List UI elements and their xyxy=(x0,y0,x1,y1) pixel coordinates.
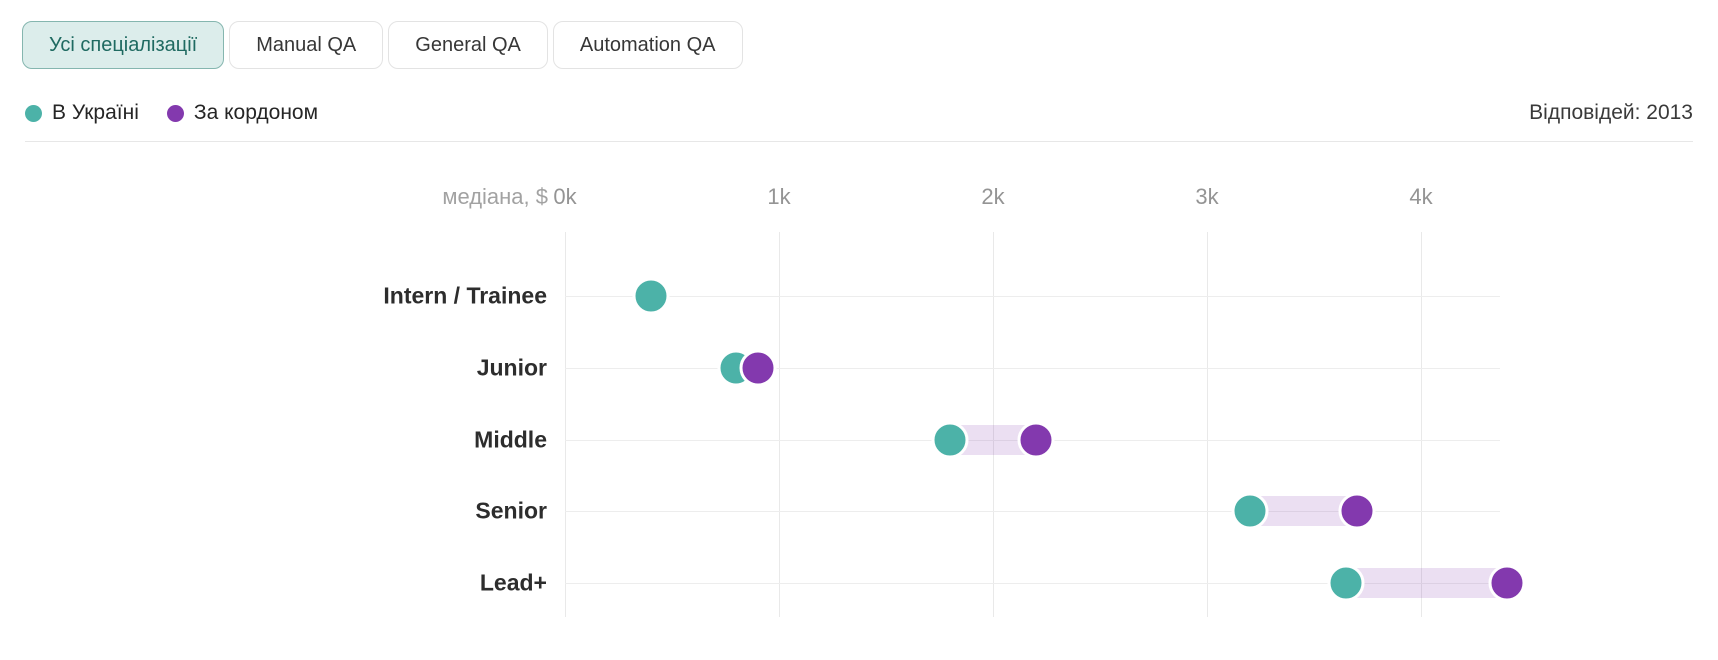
x-gridline xyxy=(993,232,994,617)
dot-abroad[interactable] xyxy=(1338,492,1376,530)
legend-item-label: В Україні xyxy=(52,101,139,124)
x-tick-label: 3k xyxy=(1195,184,1219,209)
row-gridline xyxy=(565,368,1500,369)
tab-manual-qa[interactable]: Manual QA xyxy=(229,21,384,69)
header-divider xyxy=(25,141,1693,142)
specialization-tabs: Усі спеціалізації Manual QA General QA A… xyxy=(22,21,743,69)
legend-item-label: За кордоном xyxy=(193,101,319,124)
tab-automation-qa[interactable]: Automation QA xyxy=(552,21,743,69)
row-label: Middle xyxy=(474,426,547,453)
x-gridline xyxy=(779,232,780,617)
row-gridline xyxy=(565,511,1500,512)
dot-ukraine[interactable] xyxy=(1231,492,1269,530)
dot-ukraine[interactable] xyxy=(931,421,969,459)
x-tick-label: 4k xyxy=(1409,184,1433,209)
dot-abroad[interactable] xyxy=(739,349,777,387)
legend-row: В Україні За кордоном Відповідей: 2013 xyxy=(25,99,1693,127)
x-tick-label: 1k xyxy=(767,184,791,209)
legend-item-ukraine[interactable]: В Україні xyxy=(25,101,139,125)
row-label: Intern / Trainee xyxy=(383,282,547,309)
x-axis-title: медіана, $ xyxy=(442,184,548,209)
tab-all-specializations[interactable]: Усі спеціалізації xyxy=(22,21,225,69)
dot-ukraine[interactable] xyxy=(632,277,670,315)
ukraine-legend-dot-icon xyxy=(25,104,42,122)
abroad-legend-dot-icon xyxy=(166,104,184,122)
row-gridline xyxy=(565,296,1500,297)
dot-ukraine[interactable] xyxy=(1327,564,1365,602)
dot-abroad[interactable] xyxy=(1488,564,1526,602)
row-label: Junior xyxy=(476,354,547,381)
x-gridline xyxy=(565,232,566,617)
tab-general-qa[interactable]: General QA xyxy=(388,21,548,69)
range-band xyxy=(1346,568,1507,598)
row-gridline xyxy=(565,583,1500,584)
x-tick-label: 0k xyxy=(553,184,577,209)
row-label: Senior xyxy=(475,497,547,524)
legend-item-abroad[interactable]: За кордоном xyxy=(166,101,319,125)
row-label: Lead+ xyxy=(479,569,547,596)
dot-abroad[interactable] xyxy=(1017,421,1055,459)
responses-count: Відповідей: 2013 xyxy=(1529,101,1693,124)
x-gridline xyxy=(1207,232,1208,617)
x-gridline xyxy=(1421,232,1422,617)
x-tick-label: 2k xyxy=(981,184,1005,209)
